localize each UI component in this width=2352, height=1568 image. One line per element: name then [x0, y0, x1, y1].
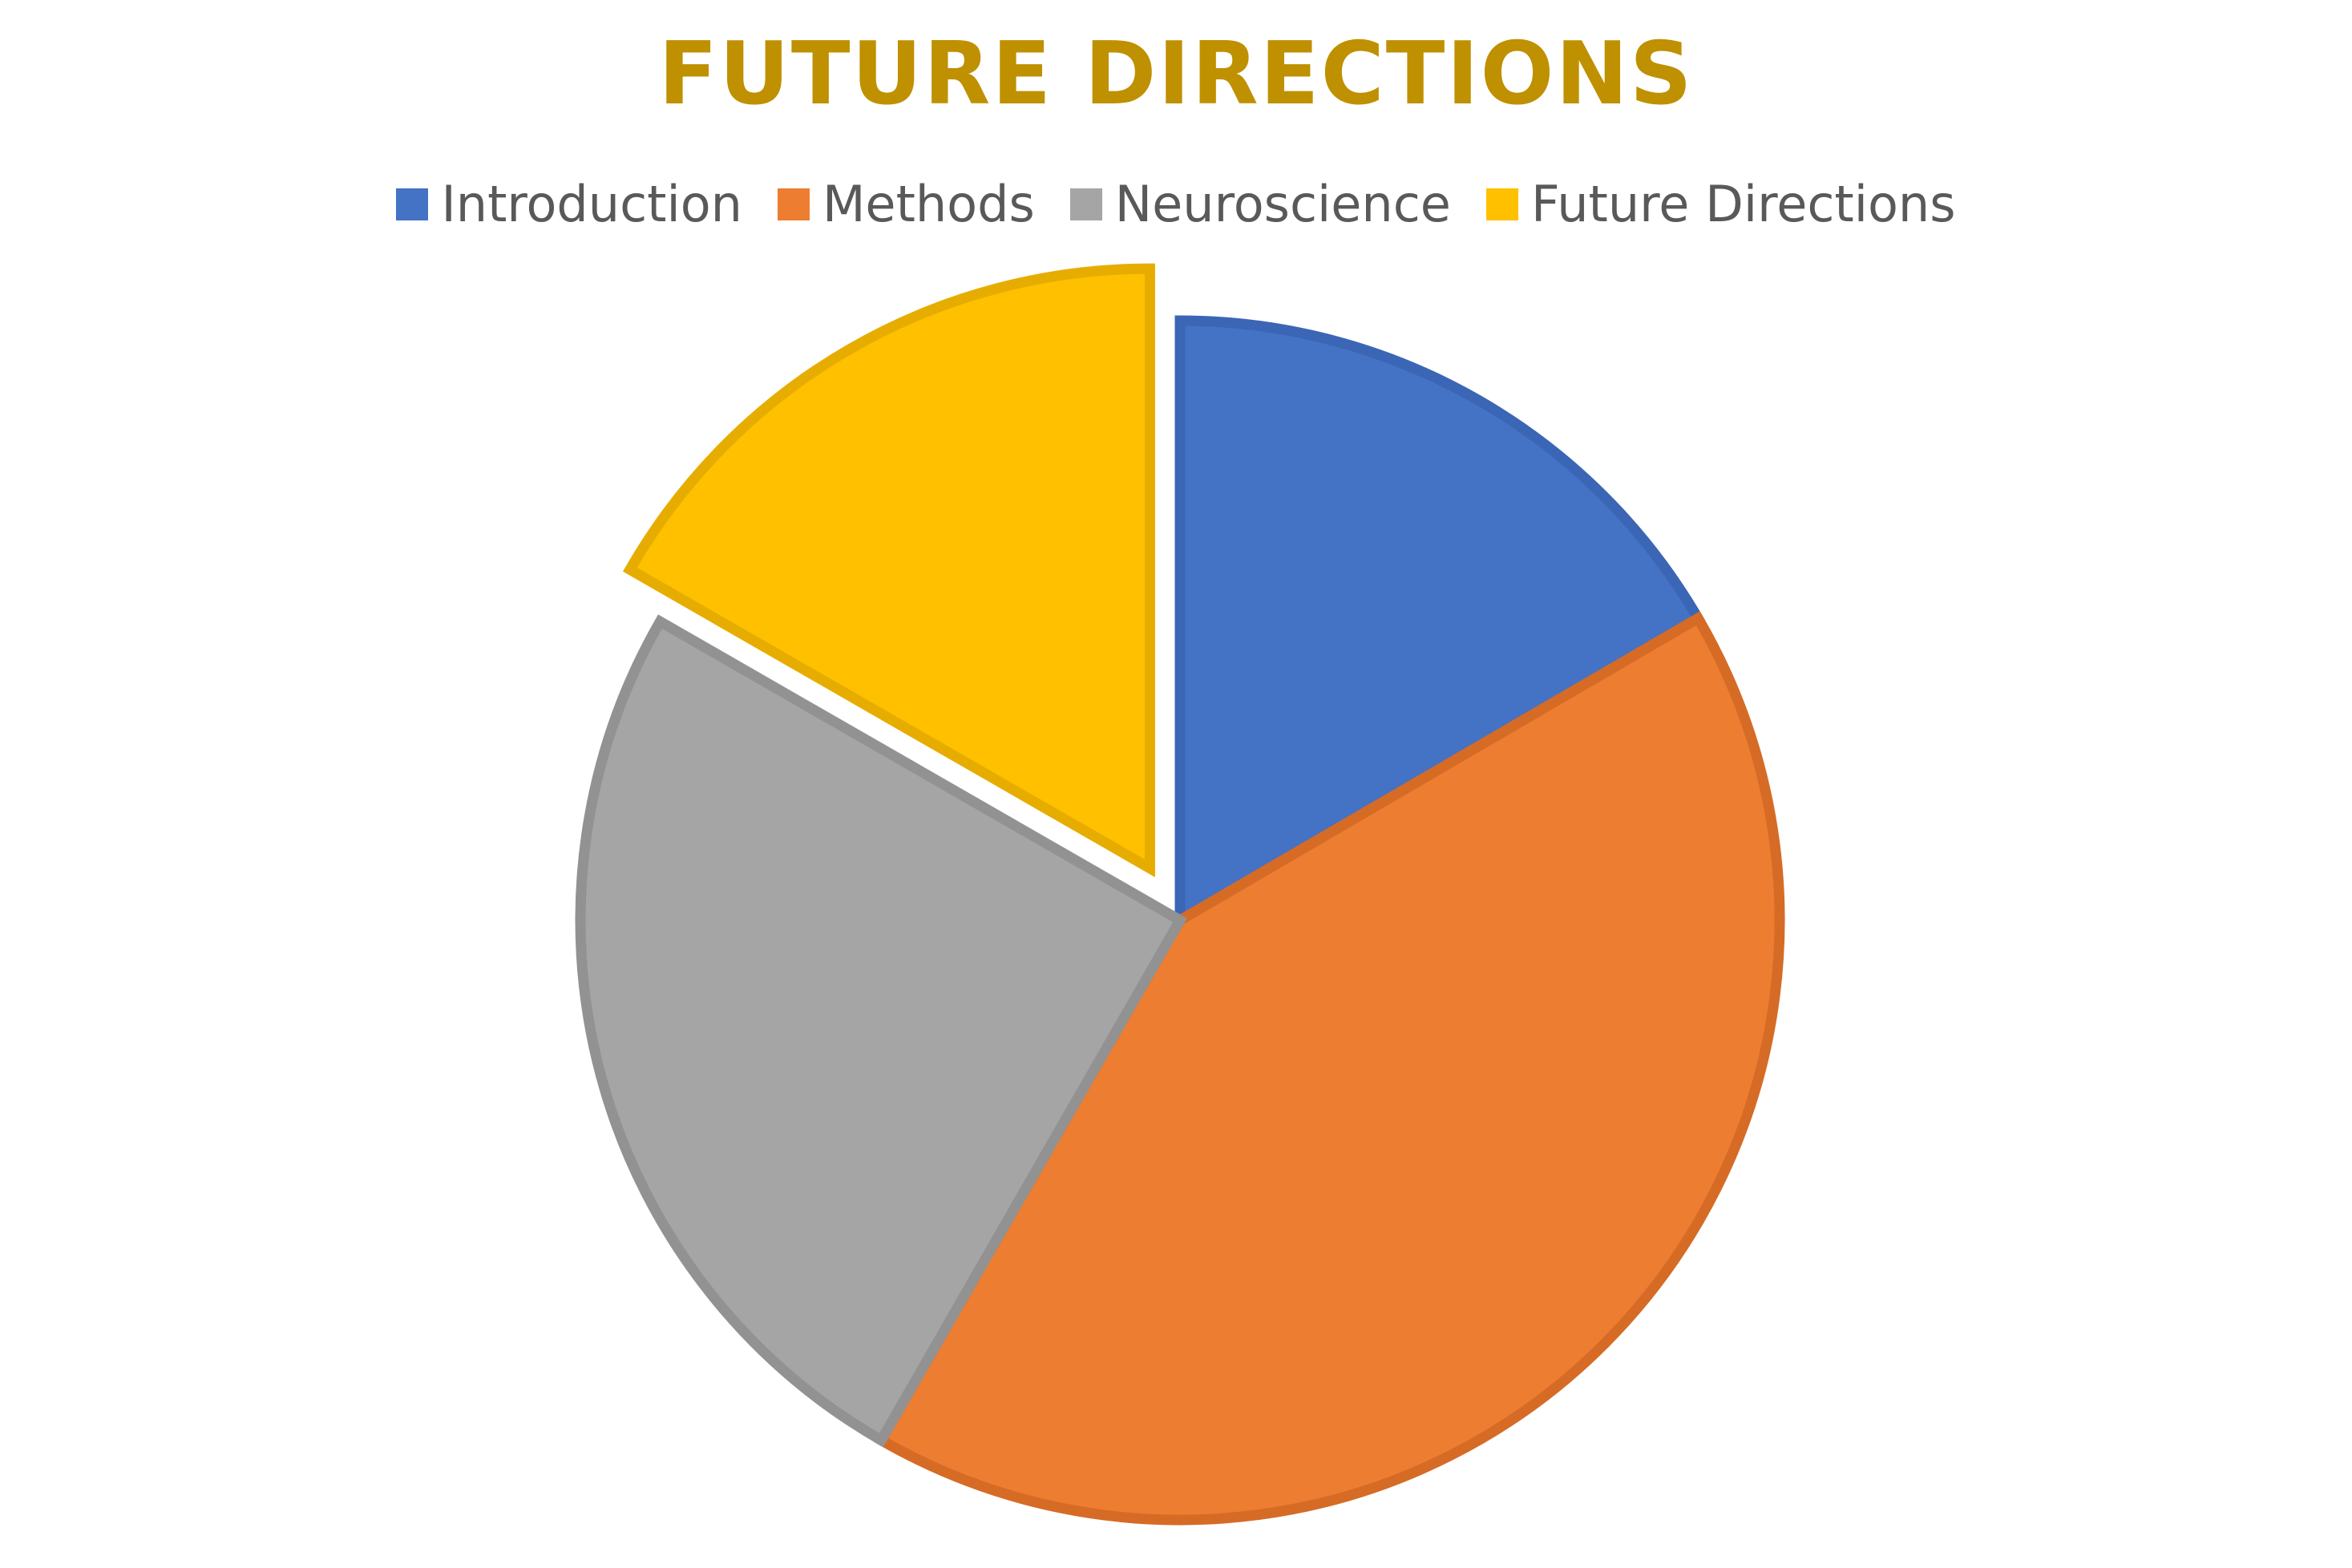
pie-slice-introduction [1174, 315, 1706, 930]
legend-swatch-future-directions [1485, 188, 1518, 220]
legend-item-neuroscience: Neuroscience [1069, 172, 1451, 236]
pie-slice-methods [874, 611, 1785, 1526]
legend-item-methods: Methods [777, 172, 1035, 236]
legend-item-introduction: Introduction [396, 172, 742, 236]
legend-swatch-methods [777, 188, 810, 220]
legend-label-neuroscience: Neuroscience [1114, 175, 1451, 233]
pie-slice-future-directions [622, 263, 1155, 878]
legend-label-introduction: Introduction [441, 175, 742, 233]
legend-swatch-introduction [396, 188, 429, 220]
chart-legend: Introduction Methods Neuroscience Future… [0, 172, 2352, 236]
legend-item-future-directions: Future Directions [1485, 172, 1956, 236]
pie-slice-neuroscience [575, 614, 1187, 1448]
legend-swatch-neuroscience [1069, 188, 1102, 220]
chart-title: FUTURE DIRECTIONS [658, 24, 1694, 124]
legend-label-methods: Methods [822, 175, 1035, 233]
legend-label-future-directions: Future Directions [1530, 175, 1956, 233]
